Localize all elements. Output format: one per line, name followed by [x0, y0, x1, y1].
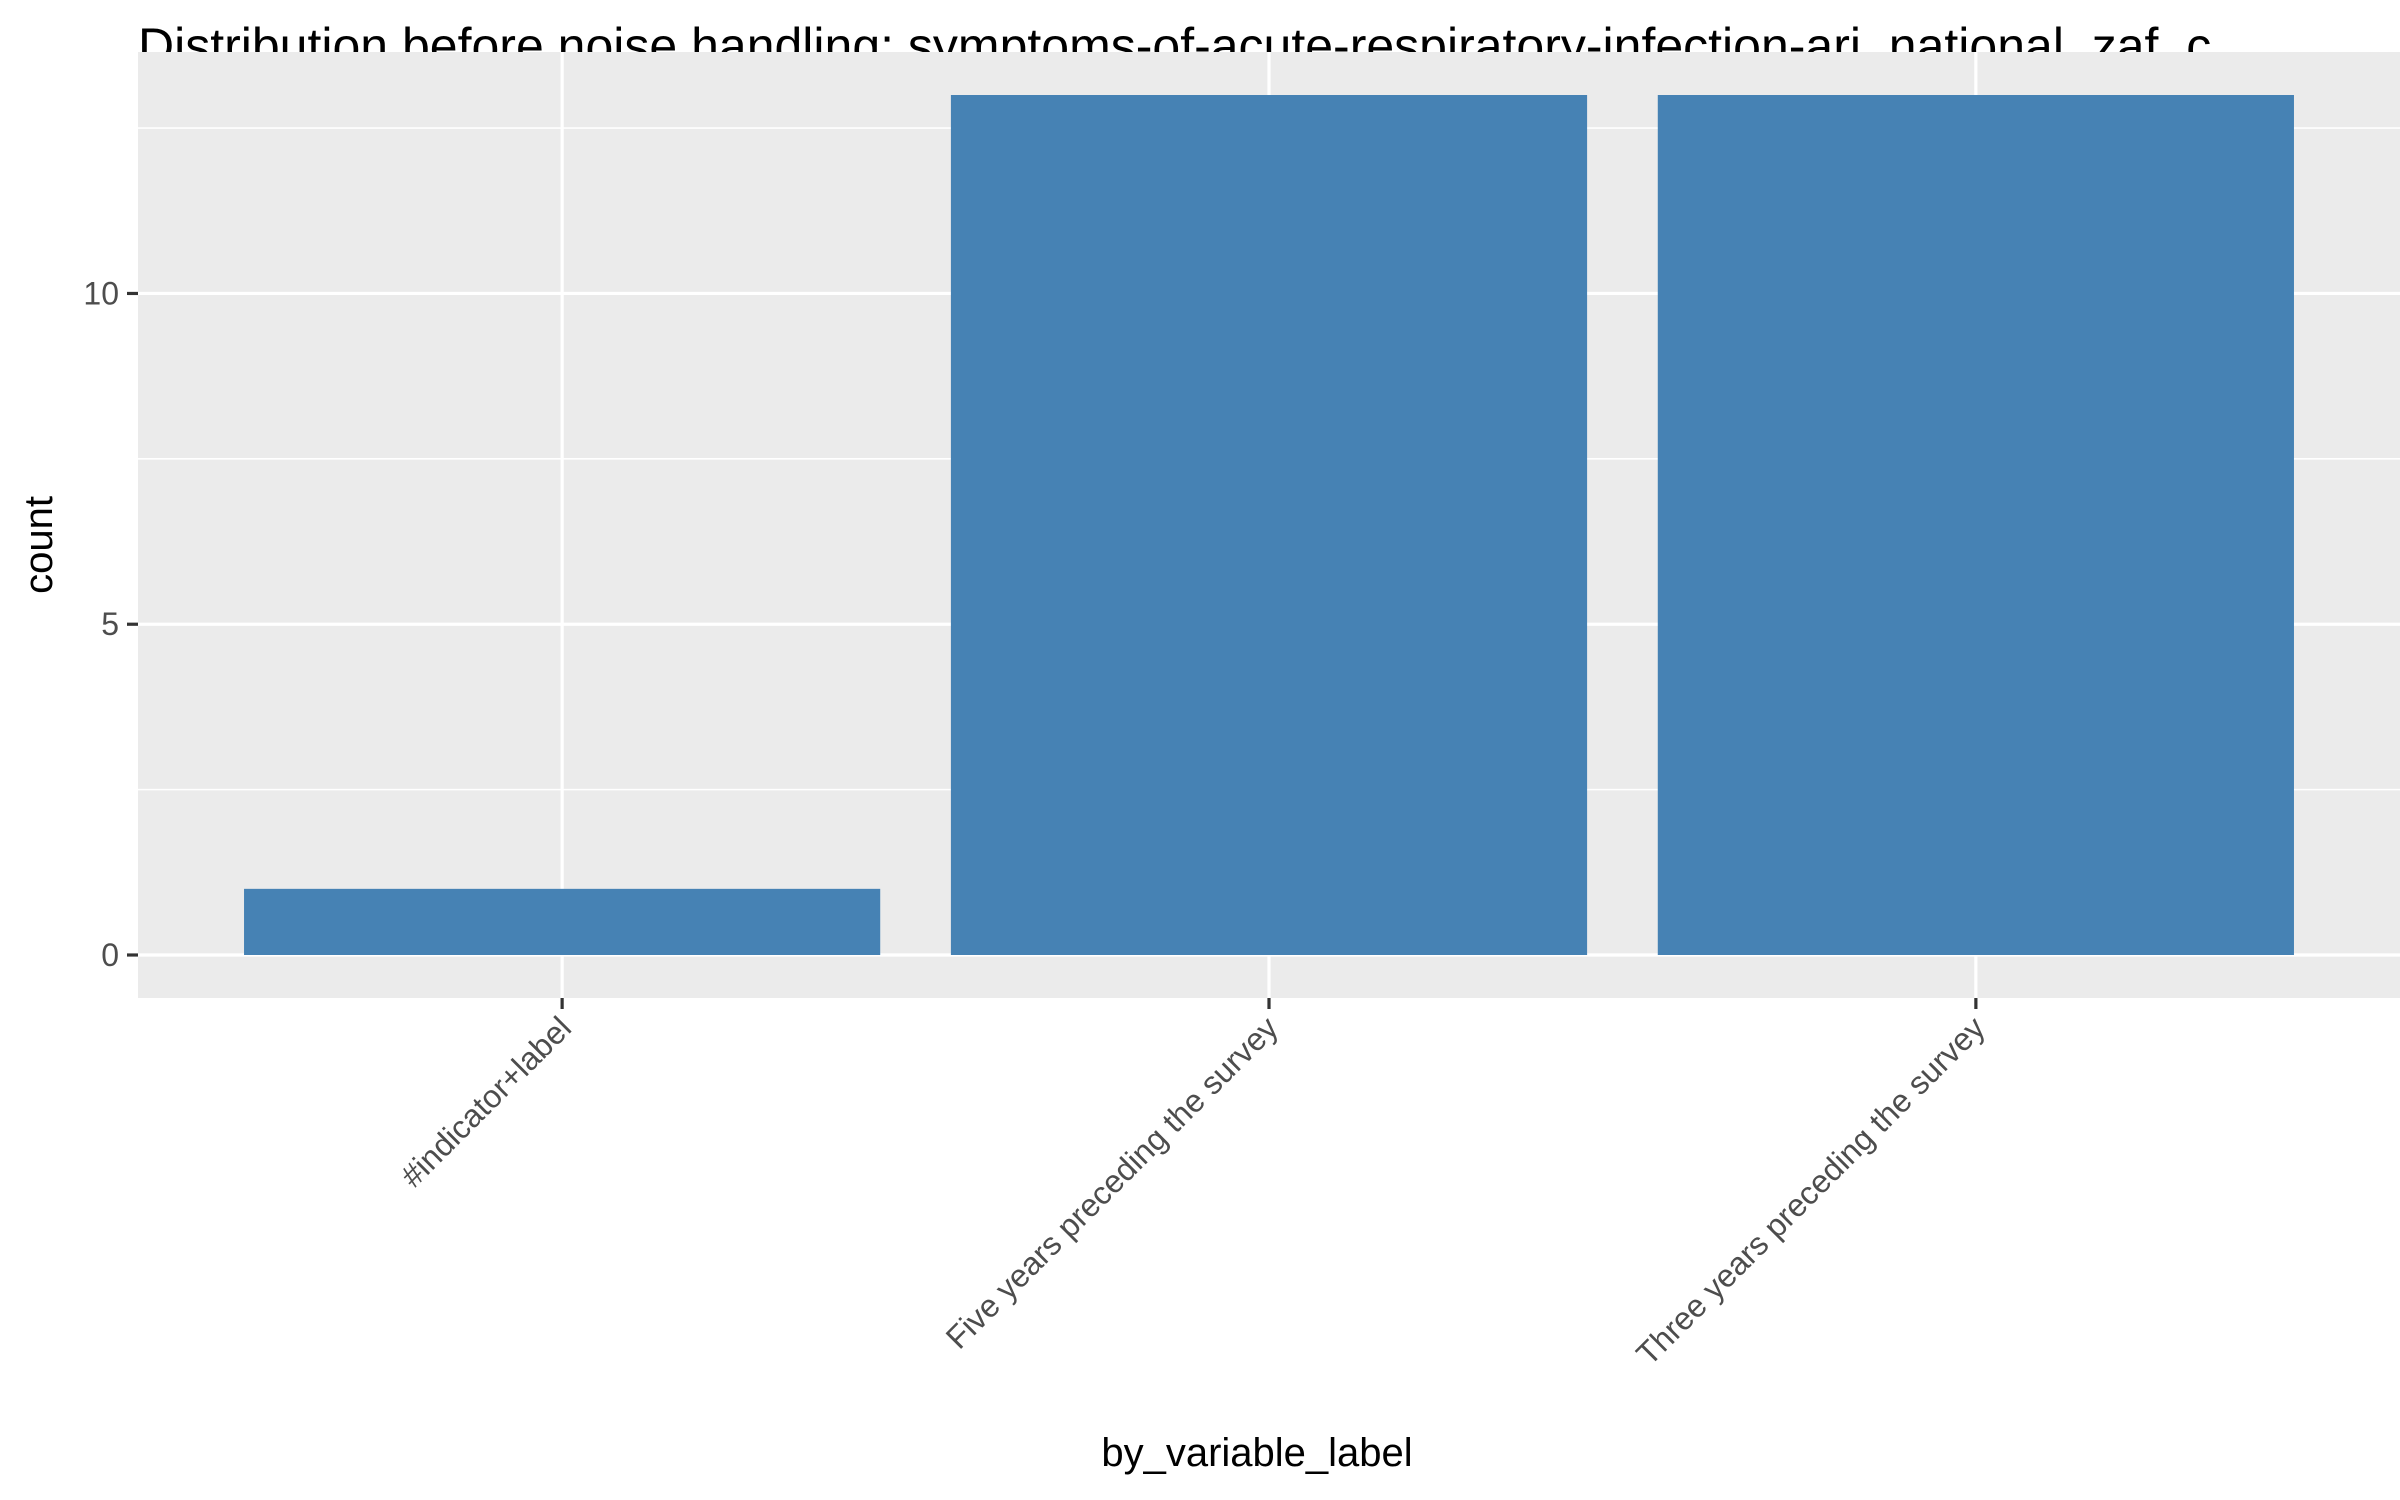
bars [244, 95, 2294, 955]
y-tick-label: 0 [101, 937, 119, 973]
x-axis: #indicator+label Five years preceding the… [393, 998, 1992, 1372]
x-tick-label: Five years preceding the survey [939, 1009, 1285, 1355]
y-tick-label: 10 [83, 275, 119, 311]
y-axis: 0 5 10 [83, 275, 138, 973]
y-tick-label: 5 [101, 606, 119, 642]
x-tick-label: Three years preceding the survey [1629, 1009, 1992, 1372]
bar [950, 95, 1588, 955]
x-axis-label: by_variable_label [1101, 1431, 1412, 1475]
bar [244, 888, 881, 955]
bar [1657, 95, 2294, 955]
y-axis-label: count [17, 496, 61, 594]
x-tick-label: #indicator+label [393, 1009, 578, 1194]
